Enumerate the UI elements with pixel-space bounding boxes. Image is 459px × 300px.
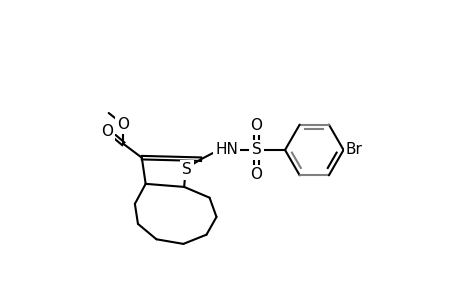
Text: O: O [101, 124, 113, 139]
Text: HN: HN [215, 142, 237, 158]
Text: O: O [117, 117, 129, 132]
Text: O: O [250, 118, 262, 133]
Text: O: O [250, 167, 262, 182]
Text: S: S [251, 142, 261, 158]
Text: S: S [182, 163, 192, 178]
Text: Br: Br [345, 142, 362, 158]
